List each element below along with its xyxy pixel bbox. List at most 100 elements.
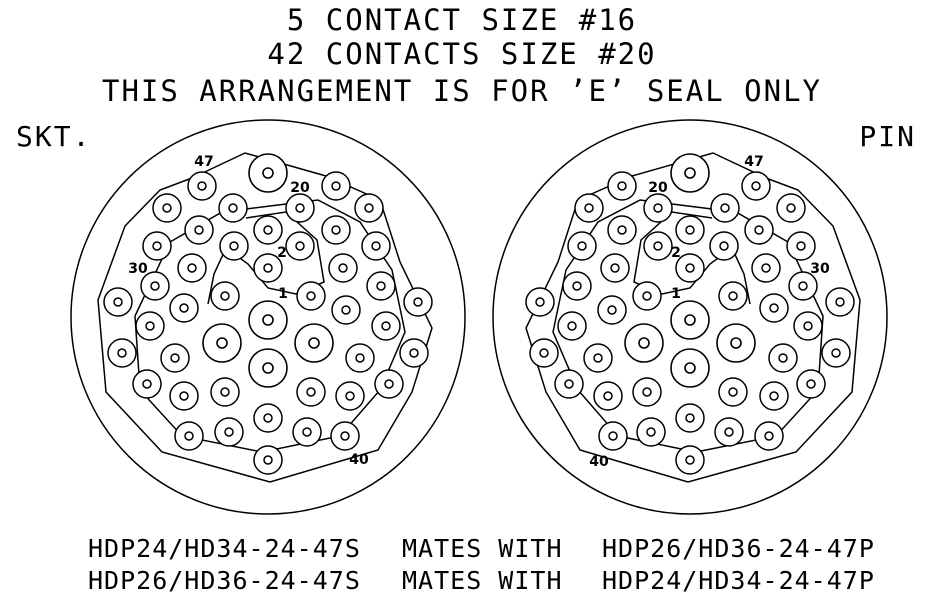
contact-size-20-center — [220, 387, 230, 397]
contact-size-20-center — [769, 391, 779, 401]
socket-contact-number-1: 1 — [278, 286, 288, 302]
contact-size-20 — [374, 369, 404, 399]
contact-size-20-center — [170, 353, 180, 363]
contact-size-20-center — [355, 353, 365, 363]
contact-size-20-center — [220, 291, 230, 301]
contact-size-20 — [796, 369, 826, 399]
contact-size-20 — [776, 193, 806, 223]
pin-contact-number-20: 20 — [648, 180, 668, 196]
contact-size-20 — [142, 231, 172, 261]
contact-size-20-center — [642, 387, 652, 397]
contact-size-20-center — [539, 348, 549, 358]
contact-size-20-center — [263, 455, 273, 465]
contact-size-20-center — [150, 281, 160, 291]
contact-size-20-center — [685, 225, 695, 235]
contact-size-20 — [328, 253, 358, 283]
contact-size-20 — [210, 281, 240, 311]
contact-size-20 — [214, 417, 244, 447]
contact-size-16-center — [684, 314, 696, 326]
contact-size-20 — [253, 215, 283, 245]
contact-size-20 — [140, 271, 170, 301]
contact-size-20 — [600, 253, 630, 283]
contact-size-20 — [643, 193, 673, 223]
contact-size-20 — [354, 193, 384, 223]
mating-row-2-part: HDP26/HD36-24-47S — [88, 566, 361, 595]
contact-size-20-center — [685, 455, 695, 465]
contact-size-20-center — [179, 391, 189, 401]
contact-size-20-center — [142, 379, 152, 389]
contact-size-20 — [345, 343, 375, 373]
socket-contact-number-47: 47 — [194, 154, 213, 170]
contact-size-20-center — [761, 263, 771, 273]
contact-size-16-center — [684, 362, 696, 374]
contact-size-20-center — [642, 291, 652, 301]
contact-size-20 — [321, 215, 351, 245]
contact-size-20 — [821, 338, 851, 368]
contact-size-20 — [174, 421, 204, 451]
contact-size-20 — [292, 417, 322, 447]
contact-size-20 — [403, 287, 433, 317]
contact-size-20 — [786, 231, 816, 261]
contact-size-20-center — [341, 305, 351, 315]
pin-contact-number-40: 40 — [589, 454, 609, 470]
contact-size-16-center — [684, 167, 696, 179]
contact-size-20-center — [306, 291, 316, 301]
contact-size-20-center — [751, 181, 761, 191]
contact-size-20-center — [340, 431, 350, 441]
contact-size-16 — [248, 348, 288, 388]
contact-size-20-center — [685, 413, 695, 423]
contact-size-20 — [632, 281, 662, 311]
contact-size-20-center — [162, 203, 172, 213]
contact-size-20 — [675, 403, 705, 433]
contact-size-16-center — [262, 314, 274, 326]
contact-size-20-center — [381, 321, 391, 331]
seal-note-line: THIS ARRANGEMENT IS FOR ’E’ SEAL ONLY — [102, 74, 822, 108]
contact-size-16-center — [730, 337, 742, 349]
contact-size-20 — [330, 421, 360, 451]
socket-contact-number-20: 20 — [290, 180, 310, 196]
contact-size-20 — [285, 193, 315, 223]
contact-size-20-center — [607, 305, 617, 315]
contact-size-20 — [741, 171, 771, 201]
contact-size-16-center — [308, 337, 320, 349]
contact-size-20 — [709, 231, 739, 261]
mating-row-2-relation: MATES WITH — [402, 566, 563, 595]
contact-size-20 — [321, 171, 351, 201]
contact-size-20-center — [113, 297, 123, 307]
contact-size-20 — [675, 445, 705, 475]
contact-size-20 — [718, 377, 748, 407]
mating-row-2-mate: HDP24/HD34-24-47P — [602, 566, 875, 595]
contact-size-20-center — [798, 281, 808, 291]
contact-size-20-center — [263, 413, 273, 423]
contact-size-20-center — [831, 348, 841, 358]
contact-size-20-center — [229, 241, 239, 251]
contact-size-20 — [607, 171, 637, 201]
contact-size-20 — [285, 231, 315, 261]
contact-size-20 — [107, 338, 137, 368]
contact-size-20-center — [338, 263, 348, 273]
contact-size-20 — [598, 421, 628, 451]
contact-size-16 — [670, 153, 710, 193]
contact-size-20-center — [194, 225, 204, 235]
contact-size-16-center — [638, 337, 650, 349]
contact-size-20 — [675, 215, 705, 245]
contact-size-20-center — [409, 348, 419, 358]
contact-size-16 — [294, 323, 334, 363]
mating-row-1-relation: MATES WITH — [402, 534, 563, 563]
contact-size-20 — [554, 369, 584, 399]
contact-size-20-center — [145, 321, 155, 331]
contact-size-20 — [253, 445, 283, 475]
contact-size-20 — [529, 338, 559, 368]
contact-size-20-center — [184, 431, 194, 441]
pin-contact-number-2: 2 — [671, 245, 681, 261]
contact-size-16 — [624, 323, 664, 363]
contact-size-20 — [710, 193, 740, 223]
contact-size-20-center — [152, 241, 162, 251]
contact-size-20-center — [295, 241, 305, 251]
contact-size-20-center — [295, 203, 305, 213]
contact-size-20-center — [720, 203, 730, 213]
contact-size-20 — [210, 377, 240, 407]
socket-outline — [70, 119, 466, 515]
socket-contact-number-30: 30 — [128, 261, 148, 277]
contact-size-20 — [562, 271, 592, 301]
